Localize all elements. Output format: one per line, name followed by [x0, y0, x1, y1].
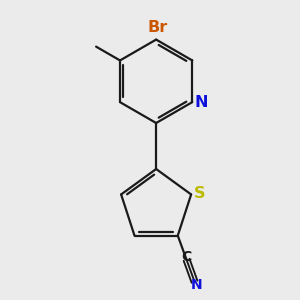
Text: S: S [194, 186, 206, 201]
Text: N: N [191, 278, 203, 292]
Text: C: C [182, 250, 192, 264]
Text: Br: Br [147, 20, 167, 35]
Text: N: N [194, 95, 208, 110]
